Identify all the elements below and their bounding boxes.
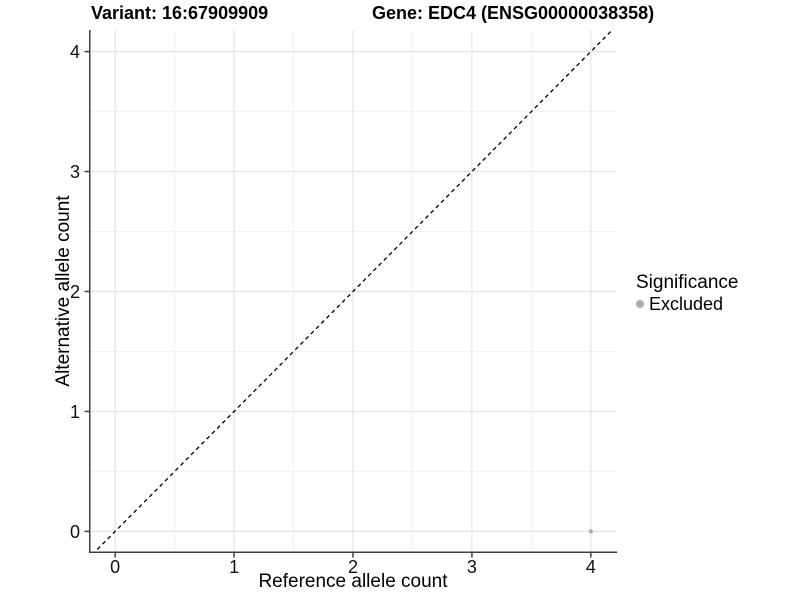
y-tick-label: 0 <box>70 522 80 542</box>
data-point <box>588 529 593 534</box>
x-tick-label: 3 <box>467 557 477 577</box>
y-tick-label: 2 <box>70 282 80 302</box>
x-tick-label: 4 <box>586 557 596 577</box>
y-tick-label: 3 <box>70 162 80 182</box>
legend-title: Significance <box>636 272 739 293</box>
x-tick-label: 0 <box>110 557 120 577</box>
legend-entry-label: Excluded <box>649 293 724 314</box>
excluded-point-icon <box>636 300 644 308</box>
y-tick-label: 1 <box>70 402 80 422</box>
legend: Significance Excluded <box>636 272 738 314</box>
identity-line <box>92 30 614 553</box>
plot-panel: 0 1 2 3 4 0 1 2 3 4 <box>70 30 617 577</box>
x-axis-title: Reference allele count <box>258 571 448 592</box>
x-tick-label: 1 <box>229 557 239 577</box>
y-tick-label: 4 <box>70 42 80 62</box>
y-axis-title: Alternative allele count <box>53 195 74 387</box>
plot-title-gene: Gene: EDC4 (ENSG00000038358) <box>372 3 655 23</box>
plot-title-variant: Variant: 16:67909909 <box>91 3 269 23</box>
x-tick-label: 2 <box>348 557 358 577</box>
legend-entry-excluded: Excluded <box>636 294 738 314</box>
